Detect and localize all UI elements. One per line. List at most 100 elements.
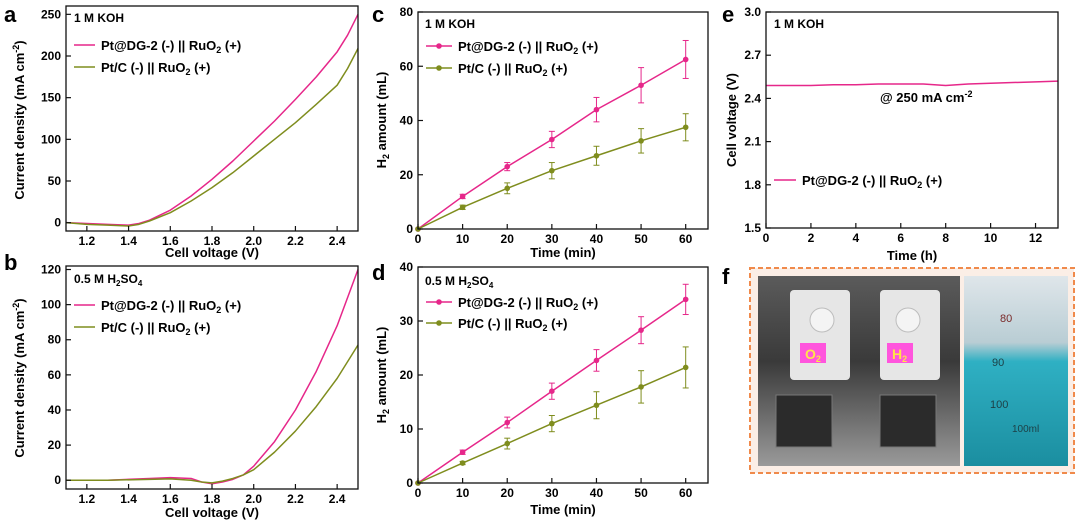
electrolyzer-photo: O2 H2 80 90 100 100ml	[758, 276, 1068, 466]
x-tick-label-b: 2.0	[245, 492, 262, 506]
legend-label-pt-dg-c: Pt@DG-2 (-) || RuO2 (+)	[458, 39, 598, 56]
condition-label-e: 1 M KOH	[774, 17, 824, 31]
data-point-pt-c-d	[549, 420, 555, 427]
data-point-pt-dg-c	[682, 56, 689, 63]
y-tick-label-c: 40	[400, 114, 414, 128]
electrode-plate-right	[879, 394, 937, 448]
legend-marker-pt-dg-d	[436, 299, 442, 305]
y-tick-label-b: 40	[48, 403, 62, 417]
series-line-pt-dg-e	[766, 80, 1059, 87]
y-tick-label-e: 1.5	[744, 221, 761, 235]
panel-letter-b: b	[4, 250, 17, 275]
legend-label-pt-c-c: Pt/C (-) || RuO2 (+)	[458, 61, 567, 78]
x-tick-label-c: 30	[545, 232, 559, 246]
y-tick-label-b: 20	[48, 438, 62, 452]
o2-label-box	[800, 343, 826, 363]
x-tick-label-e: 4	[853, 231, 860, 245]
x-tick-label-e: 0	[763, 231, 770, 245]
x-tick-label-d: 40	[590, 486, 604, 500]
electrode-clamp-right	[880, 290, 940, 380]
legend-label-pt-c-d: Pt/C (-) || RuO2 (+)	[458, 316, 567, 333]
series-line-pt-c-b	[66, 344, 359, 484]
y-tick-label-a: 0	[54, 216, 61, 230]
y-tick-label-d: 40	[400, 260, 414, 274]
panel-letter-c: c	[372, 2, 384, 27]
x-tick-label-d: 30	[545, 486, 559, 500]
x-tick-label-b: 1.4	[120, 492, 137, 506]
y-tick-label-e: 2.7	[744, 48, 761, 62]
panel-e: e 1 M KOH @ 250 mA cm-2 Pt@DG-2 (-) || R…	[722, 2, 1059, 263]
legend-label-pt-dg-d: Pt@DG-2 (-) || RuO2 (+)	[458, 295, 598, 312]
y-tick-label-d: 20	[400, 368, 414, 382]
x-tick-label-a: 1.2	[79, 234, 96, 248]
legend-marker-pt-c-c	[436, 65, 442, 71]
data-point-pt-dg-c	[504, 163, 511, 170]
legend-label-pt-c-a: Pt/C (-) || RuO2 (+)	[101, 60, 210, 77]
plot-area-c	[415, 39, 689, 232]
data-point-pt-c-d	[459, 460, 466, 466]
data-point-pt-dg-d	[504, 419, 511, 426]
y-axis-label-e: Cell voltage (V)	[724, 73, 739, 167]
clamp-knob-right	[895, 307, 921, 333]
data-point-pt-dg-c	[459, 193, 466, 200]
x-tick-label-d: 20	[501, 486, 515, 500]
series-line-pt-dg-b	[66, 269, 359, 485]
x-tick-label-a: 1.4	[120, 234, 137, 248]
x-tick-label-a: 1.6	[162, 234, 179, 248]
y-axis-label-b: Current density (mA cm-2)	[11, 298, 27, 457]
x-tick-label-b: 2.4	[329, 492, 346, 506]
plot-area-b	[66, 269, 359, 485]
clamp-knob-left	[809, 307, 835, 333]
x-tick-label-e: 2	[808, 231, 815, 245]
y-tick-label-b: 120	[41, 263, 61, 277]
panel-a: a 1 M KOH Pt@DG-2 (-) || RuO2 (+) Pt/C (…	[4, 2, 359, 260]
data-point-pt-c-c	[638, 138, 644, 144]
panel-f: f	[722, 264, 1075, 474]
x-tick-label-a: 1.8	[204, 234, 221, 248]
data-point-pt-c-c	[504, 185, 511, 192]
y-axis-label-c: H2 amount (mL)	[374, 72, 391, 169]
x-tick-label-d: 60	[679, 486, 693, 500]
legend-b: Pt@DG-2 (-) || RuO2 (+) Pt/C (-) || RuO2…	[74, 298, 241, 337]
x-tick-label-b: 1.8	[204, 492, 221, 506]
h2-label-box	[887, 343, 913, 363]
data-point-pt-c-c	[682, 124, 689, 131]
x-tick-label-b: 1.2	[79, 492, 96, 506]
y-tick-label-b: 100	[41, 298, 61, 312]
data-point-pt-dg-d	[682, 296, 689, 303]
plot-area-e	[766, 80, 1059, 87]
y-tick-label-a: 200	[41, 49, 61, 63]
cylinder-mark-100: 100	[990, 399, 1008, 411]
x-tick-label-b: 1.6	[162, 492, 179, 506]
ticks-e: 0 2 4 6 8 10 12 1.5 1.8 2.1 2.4 2.7 3.0	[744, 5, 1042, 245]
ticks-a: 1.2 1.4 1.6 1.8 2.0 2.2 2.4 0 50 100 150 200 250	[41, 7, 346, 248]
y-tick-label-d: 30	[400, 314, 414, 328]
y-tick-label-e: 2.1	[744, 135, 761, 149]
y-tick-label-e: 2.4	[744, 91, 761, 105]
y-axis-label-d: H2 amount (mL)	[374, 327, 391, 424]
panel-letter-d: d	[372, 260, 385, 285]
legend-d: Pt@DG-2 (-) || RuO2 (+) Pt/C (-) || RuO2…	[426, 295, 598, 333]
y-tick-label-e: 1.8	[744, 178, 761, 192]
condition-label-d: 0.5 M H2SO4	[425, 274, 494, 290]
x-tick-label-c: 20	[501, 232, 515, 246]
x-axis-label-c: Time (min)	[530, 245, 596, 260]
o2-label: O2	[805, 346, 821, 364]
data-point-pt-c-d	[682, 364, 689, 371]
condition-label-c: 1 M KOH	[425, 17, 475, 31]
legend-a: Pt@DG-2 (-) || RuO2 (+) Pt/C (-) || RuO2…	[74, 38, 241, 77]
y-tick-label-e: 3.0	[744, 5, 761, 19]
y-tick-label-c: 80	[400, 5, 414, 19]
legend-label-pt-c-b: Pt/C (-) || RuO2 (+)	[101, 320, 210, 337]
condition-label-a: 1 M KOH	[74, 11, 124, 25]
x-tick-label-b: 2.2	[287, 492, 304, 506]
data-point-pt-c-c	[459, 204, 466, 211]
legend-marker-pt-dg-c	[436, 43, 442, 49]
plot-area-a	[65, 13, 359, 227]
legend-label-pt-dg-e: Pt@DG-2 (-) || RuO2 (+)	[802, 173, 942, 190]
x-tick-label-d: 0	[415, 486, 422, 500]
x-tick-label-a: 2.0	[245, 234, 262, 248]
y-tick-label-b: 80	[48, 333, 62, 347]
x-tick-label-d: 10	[456, 486, 470, 500]
